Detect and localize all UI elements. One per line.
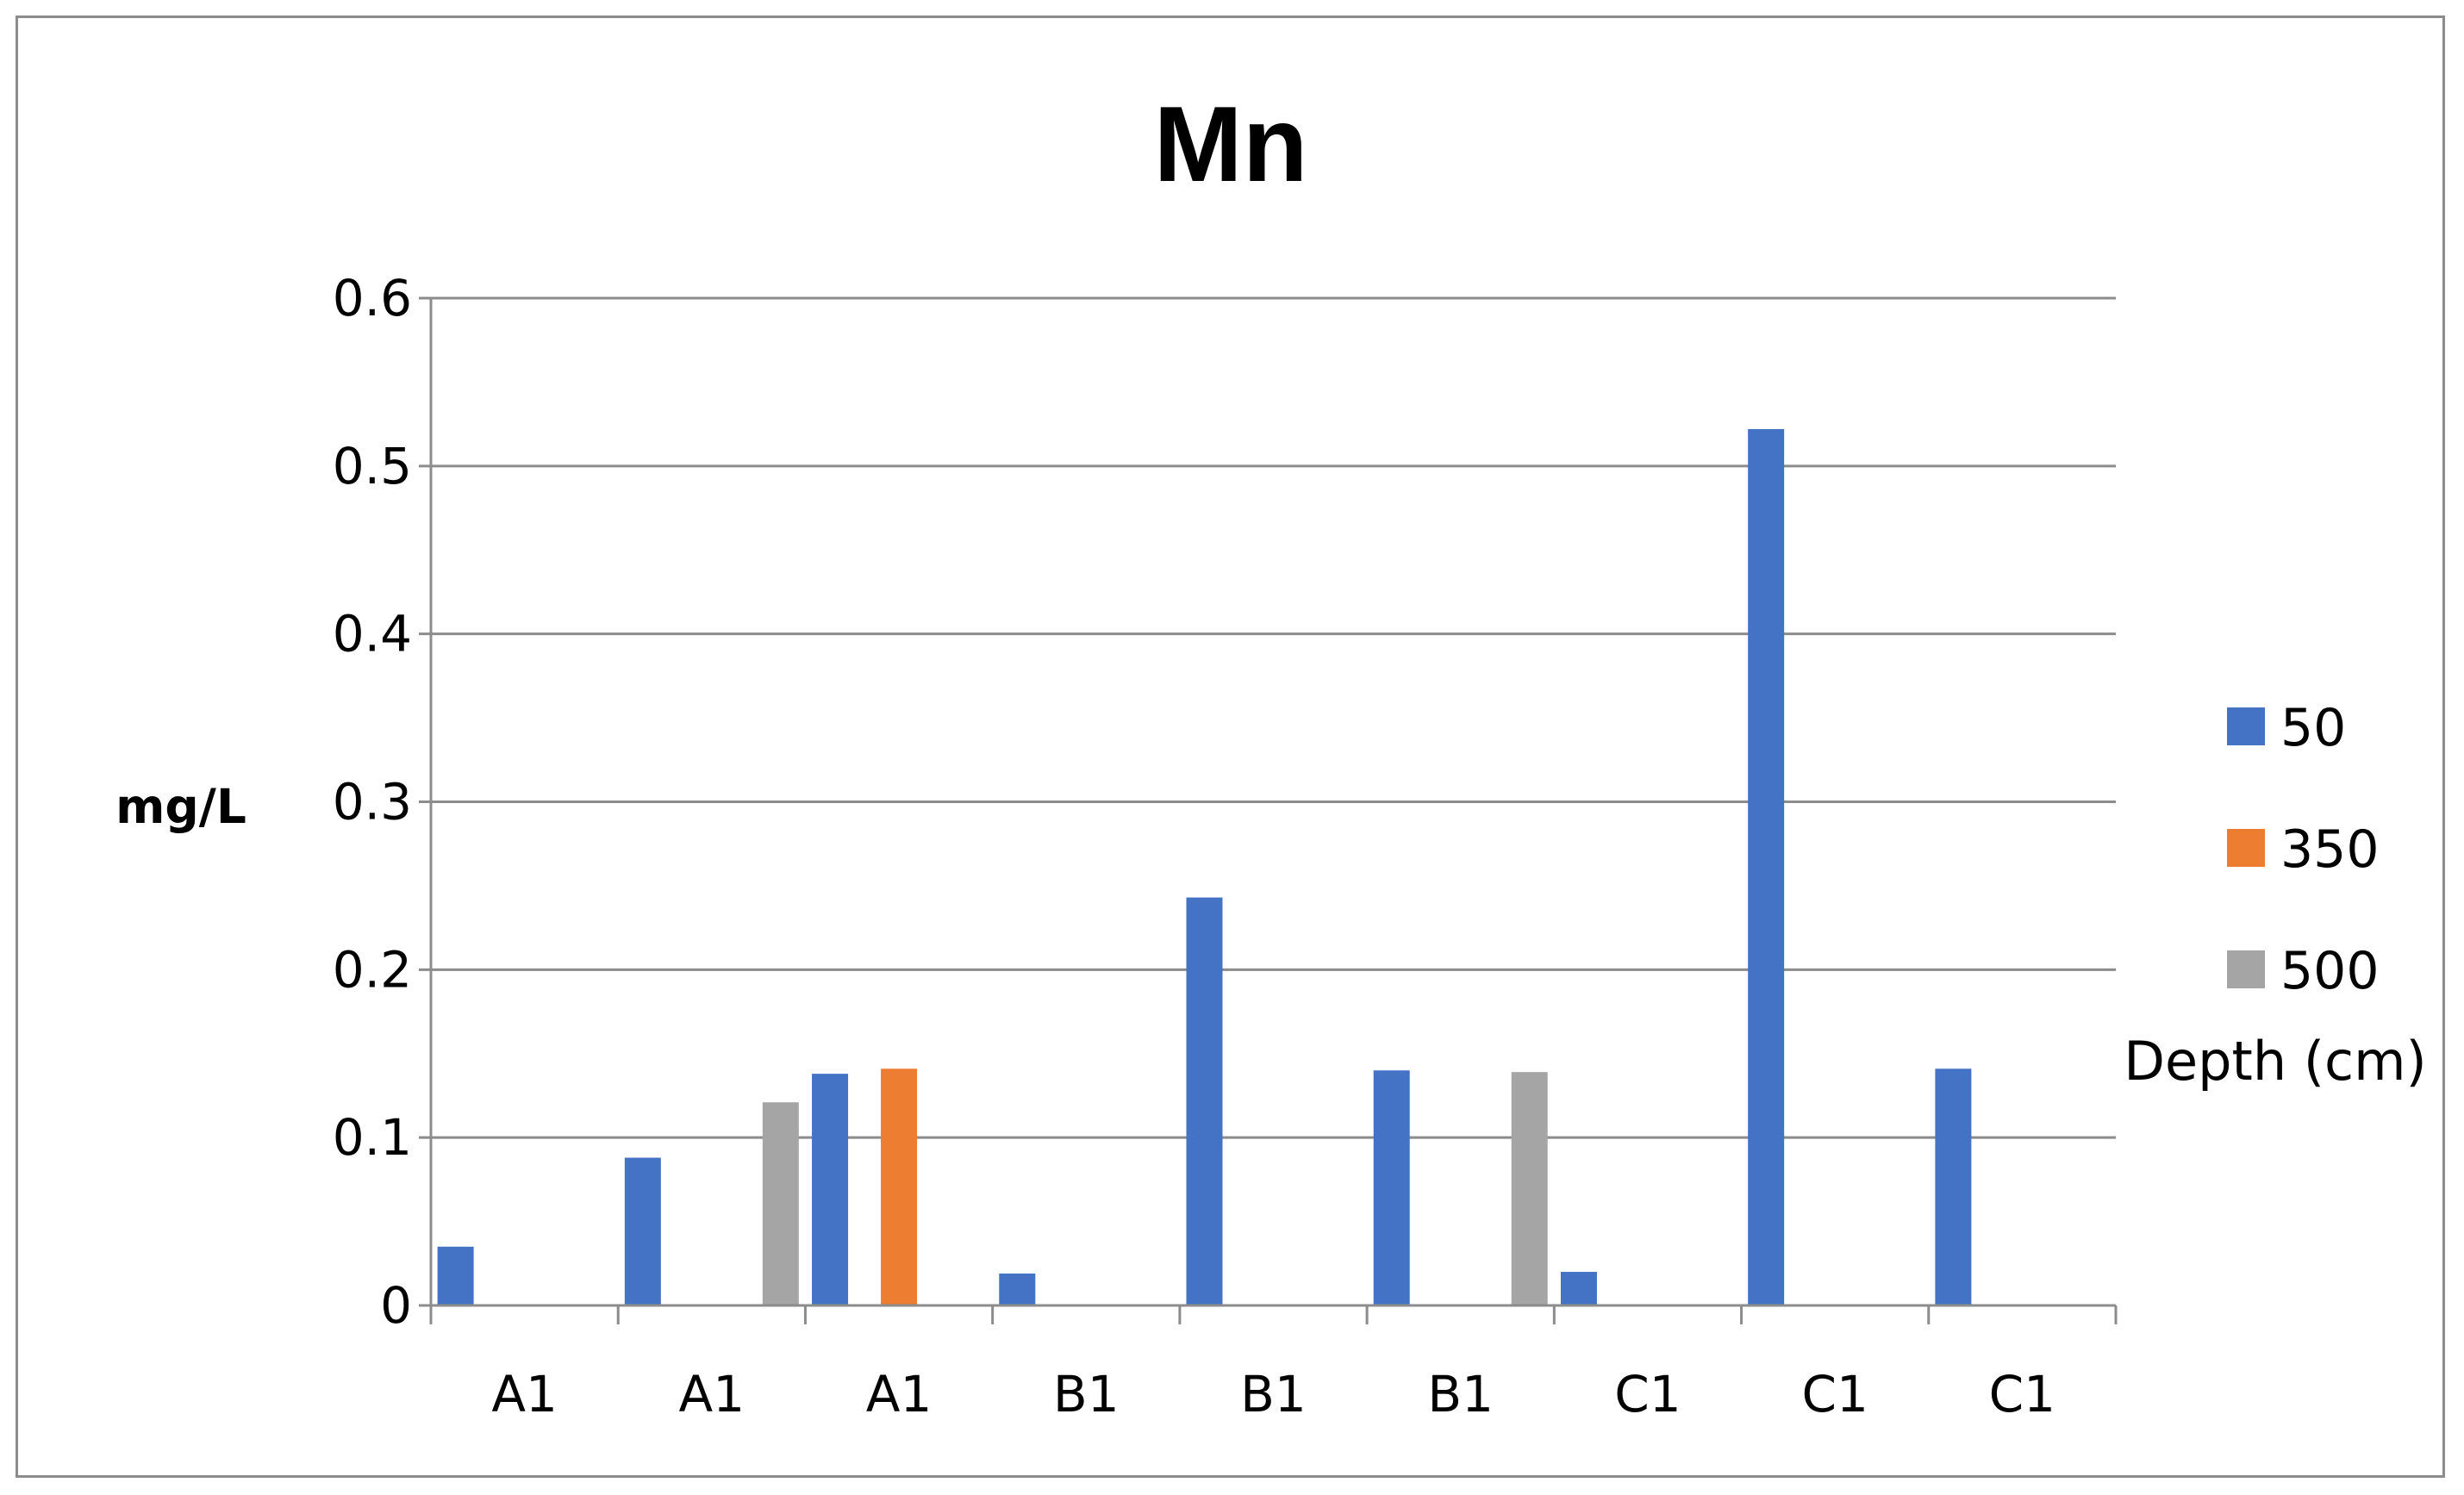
bar: [624, 1157, 661, 1305]
y-tick-labels: 0 0.1 0.2 0.3 0.4 0.5 0.6: [333, 269, 412, 1335]
chart-title: Mn: [1153, 85, 1307, 204]
y-tick-label: 0.2: [333, 940, 412, 999]
bar: [1373, 1070, 1410, 1305]
gridlines: [419, 296, 2116, 1139]
legend-title: Depth (cm): [2124, 1030, 2426, 1093]
bars: [437, 428, 1972, 1306]
bar: [1186, 897, 1223, 1305]
bar: [1935, 1068, 1972, 1305]
bar: [999, 1273, 1036, 1305]
x-tick-label: A1: [679, 1365, 745, 1423]
x-tick-labels: A1 A1 A1 B1 B1 B1 C1 C1 C1: [491, 1365, 2055, 1423]
y-tick-label: 0: [380, 1276, 412, 1335]
bar: [1748, 428, 1785, 1306]
legend-swatch: [2227, 707, 2265, 745]
x-tick-label: A1: [491, 1365, 558, 1423]
chart-frame: [16, 16, 2445, 1478]
legend-label: 500: [2280, 941, 2380, 1001]
bar: [1560, 1272, 1597, 1305]
x-tick-label: B1: [1427, 1365, 1494, 1423]
y-axis-label: mg/L: [115, 779, 246, 834]
x-tick-label: B1: [1053, 1365, 1120, 1423]
axes: [419, 298, 2118, 1324]
y-tick-label: 0.4: [333, 605, 412, 663]
y-tick-label: 0.1: [333, 1108, 412, 1167]
legend-swatch: [2227, 829, 2265, 867]
legend-swatch: [2227, 950, 2265, 988]
bar: [762, 1102, 799, 1305]
legend-label: 350: [2280, 819, 2380, 880]
x-tick-label: A1: [866, 1365, 933, 1423]
y-tick-label: 0.5: [333, 437, 412, 495]
legend: Depth (cm) 50 350 500: [2124, 698, 2426, 1093]
x-tick-label: C1: [1989, 1365, 2055, 1423]
x-tick-label: C1: [1801, 1365, 1868, 1423]
bar: [881, 1068, 918, 1305]
y-tick-label: 0.6: [333, 269, 412, 327]
x-tick-label: C1: [1614, 1365, 1681, 1423]
x-tick-label: B1: [1240, 1365, 1307, 1423]
y-tick-label: 0.3: [333, 773, 412, 832]
bar: [1511, 1072, 1548, 1305]
bar: [437, 1246, 474, 1305]
bar: [812, 1074, 849, 1305]
legend-label: 50: [2280, 698, 2346, 758]
